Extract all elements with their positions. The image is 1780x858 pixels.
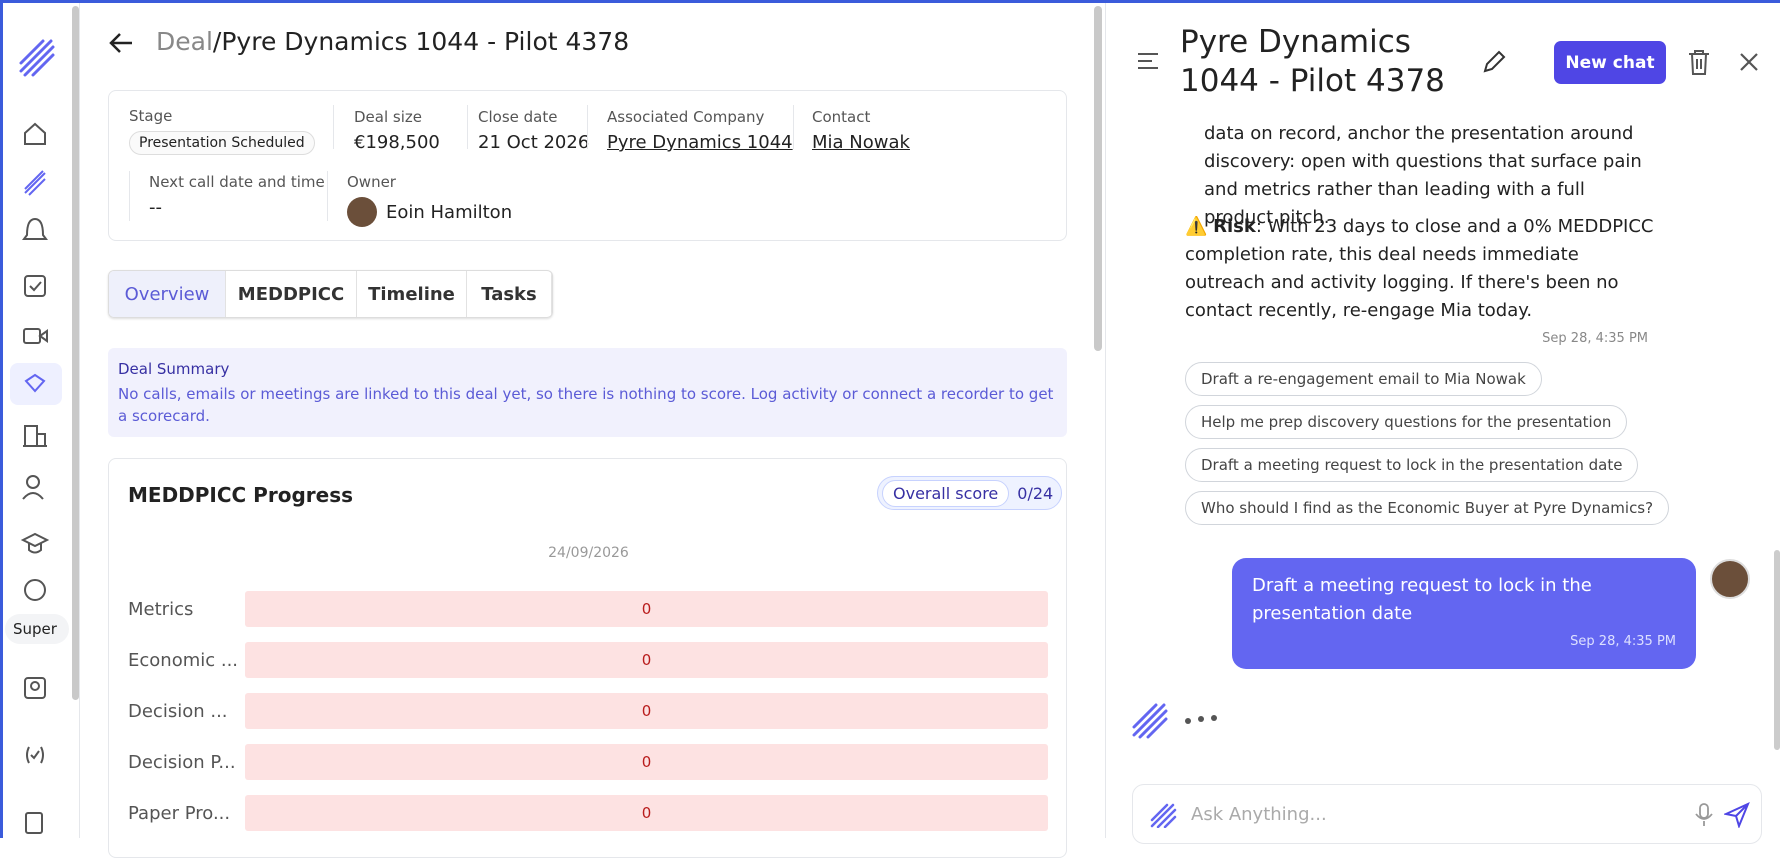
next-call-field: Next call date and time --	[149, 173, 325, 218]
row-score-bar: 0	[245, 642, 1048, 678]
user-message-text: Draft a meeting request to lock in the p…	[1252, 575, 1592, 624]
suggestion-chip[interactable]: Help me prep discovery questions for the…	[1185, 405, 1628, 439]
back-button[interactable]	[108, 29, 136, 57]
close-button[interactable]	[1738, 51, 1760, 73]
message-time: Sep 28, 4:35 PM	[1542, 331, 1648, 346]
scrollbar	[72, 6, 79, 700]
user-message: Draft a meeting request to lock in the p…	[1232, 558, 1696, 669]
risk-label: Risk	[1213, 216, 1256, 237]
deal-size-field: Deal size €198,500	[354, 108, 440, 153]
suggestion-chip[interactable]: Who should I find as the Economic Buyer …	[1185, 491, 1670, 525]
tab[interactable]: Timeline	[357, 271, 467, 317]
row-label: Paper Pro...	[128, 803, 231, 824]
main-panel: Deal/Pyre Dynamics 1044 - Pilot 4378 Sta…	[80, 3, 1105, 858]
tab[interactable]: Tasks	[467, 271, 552, 317]
field-label: Associated Company	[607, 108, 765, 126]
row-label: Metrics	[128, 599, 194, 620]
typing-indicator	[1132, 703, 1217, 739]
stage-field: Stage Presentation Scheduled	[129, 107, 315, 155]
field-value: €198,500	[354, 132, 440, 153]
breadcrumb: Deal/Pyre Dynamics 1044 - Pilot 4378	[156, 27, 629, 56]
sidebar: Super	[0, 3, 80, 838]
owner-field: Owner Eoin Hamilton	[347, 173, 512, 227]
risk-paragraph: ⚠️ Risk: With 23 days to close and a 0% …	[1185, 213, 1655, 325]
meddpicc-row: Decision ... 0	[128, 693, 1048, 729]
menu-button[interactable]	[1136, 51, 1160, 71]
company-link[interactable]: Pyre Dynamics 1044	[607, 132, 793, 153]
row-score-bar: 0	[245, 795, 1048, 831]
new-chat-button[interactable]: New chat	[1554, 41, 1666, 84]
owner-avatar	[347, 197, 377, 227]
field-label: Close date	[478, 108, 558, 126]
tab[interactable]: MEDDPICC	[226, 271, 357, 317]
owner-value: Eoin Hamilton	[347, 197, 512, 227]
suggestion-chip[interactable]: Draft a re-engagement email to Mia Nowak	[1185, 362, 1542, 396]
contact-field: Contact Mia Nowak	[812, 108, 910, 153]
top-border	[0, 0, 1780, 3]
delete-button[interactable]	[1686, 48, 1712, 76]
row-score-bar: 0	[245, 693, 1048, 729]
suggestion-list: Draft a re-engagement email to Mia Nowak…	[1185, 362, 1745, 525]
input-placeholder: Ask Anything...	[1191, 804, 1327, 825]
user-avatar	[1710, 559, 1750, 599]
meddpicc-row: Metrics 0	[128, 591, 1048, 627]
edit-button[interactable]	[1481, 49, 1507, 75]
row-label: Economic ...	[128, 650, 239, 671]
assistant-text: data on record, anchor the presentation …	[1204, 123, 1642, 228]
send-button[interactable]	[1724, 802, 1750, 828]
meddpicc-row: Paper Pro... 0	[128, 795, 1048, 831]
risk-icon: ⚠️	[1185, 216, 1208, 237]
row-score-bar: 0	[245, 591, 1048, 627]
deal-card: Stage Presentation Scheduled Deal size €19…	[108, 90, 1067, 241]
tab[interactable]: Overview	[109, 271, 226, 317]
breadcrumb-section[interactable]: Deal	[156, 27, 213, 56]
field-label: Owner	[347, 173, 396, 191]
field-label: Deal size	[354, 108, 422, 126]
field-label: Contact	[812, 108, 871, 126]
progress-date: 24/09/2026	[548, 545, 629, 561]
suggestion-chip[interactable]: Draft a meeting request to lock in the p…	[1185, 448, 1639, 482]
score-value: 0/24	[1017, 483, 1054, 503]
summary-box: Deal Summary No calls, emails or meeting…	[108, 348, 1067, 437]
company-field: Associated Company Pyre Dynamics 1044	[607, 108, 793, 153]
chat-scrollbar	[1774, 550, 1780, 750]
main-scrollbar	[1094, 6, 1102, 351]
tab-bar: Overview MEDDPICC Timeline Tasks	[108, 270, 553, 318]
chat-panel: Pyre Dynamics 1044 - Pilot 4378 New chat…	[1105, 3, 1780, 844]
meddpicc-row: Economic ... 0	[128, 642, 1048, 678]
summary-text: No calls, emails or meetings are linked …	[118, 385, 1054, 425]
field-value: 21 Oct 2026	[478, 132, 590, 153]
breadcrumb-separator: /	[212, 27, 222, 56]
mic-button[interactable]	[1694, 802, 1714, 828]
field-label: Stage	[129, 107, 173, 125]
user-message-time: Sep 28, 4:35 PM	[1570, 634, 1676, 649]
close-date-field: Close date 21 Oct 2026	[468, 108, 589, 153]
sidebar-icons	[5, 39, 69, 834]
field-label: Next call date and time	[149, 173, 325, 191]
meddpicc-title: MEDDPICC Progress	[128, 483, 353, 507]
field-value: --	[149, 197, 162, 218]
overall-score: Overall score 0/24	[877, 476, 1063, 510]
chat-input[interactable]: Ask Anything...	[1132, 784, 1762, 844]
chat-title: Pyre Dynamics 1044 - Pilot 4378	[1180, 24, 1445, 99]
stage-badge: Presentation Scheduled	[129, 131, 315, 155]
score-label: Overall score	[882, 479, 1010, 507]
contact-link[interactable]: Mia Nowak	[812, 132, 910, 153]
super-label: Super	[13, 620, 57, 638]
risk-text: : With 23 days to close and a 0% MEDDPIC…	[1185, 216, 1654, 321]
summary-title: Deal Summary	[118, 360, 230, 378]
page-title: Pyre Dynamics 1044 - Pilot 4378	[221, 27, 630, 56]
row-score-bar: 0	[245, 744, 1048, 780]
row-label: Decision ...	[128, 701, 228, 722]
row-label: Decision P...	[128, 752, 236, 773]
owner-name: Eoin Hamilton	[386, 201, 513, 223]
meddpicc-card: MEDDPICC Progress Overall score 0/24 24/…	[108, 458, 1067, 858]
meddpicc-row: Decision P... 0	[128, 744, 1048, 780]
